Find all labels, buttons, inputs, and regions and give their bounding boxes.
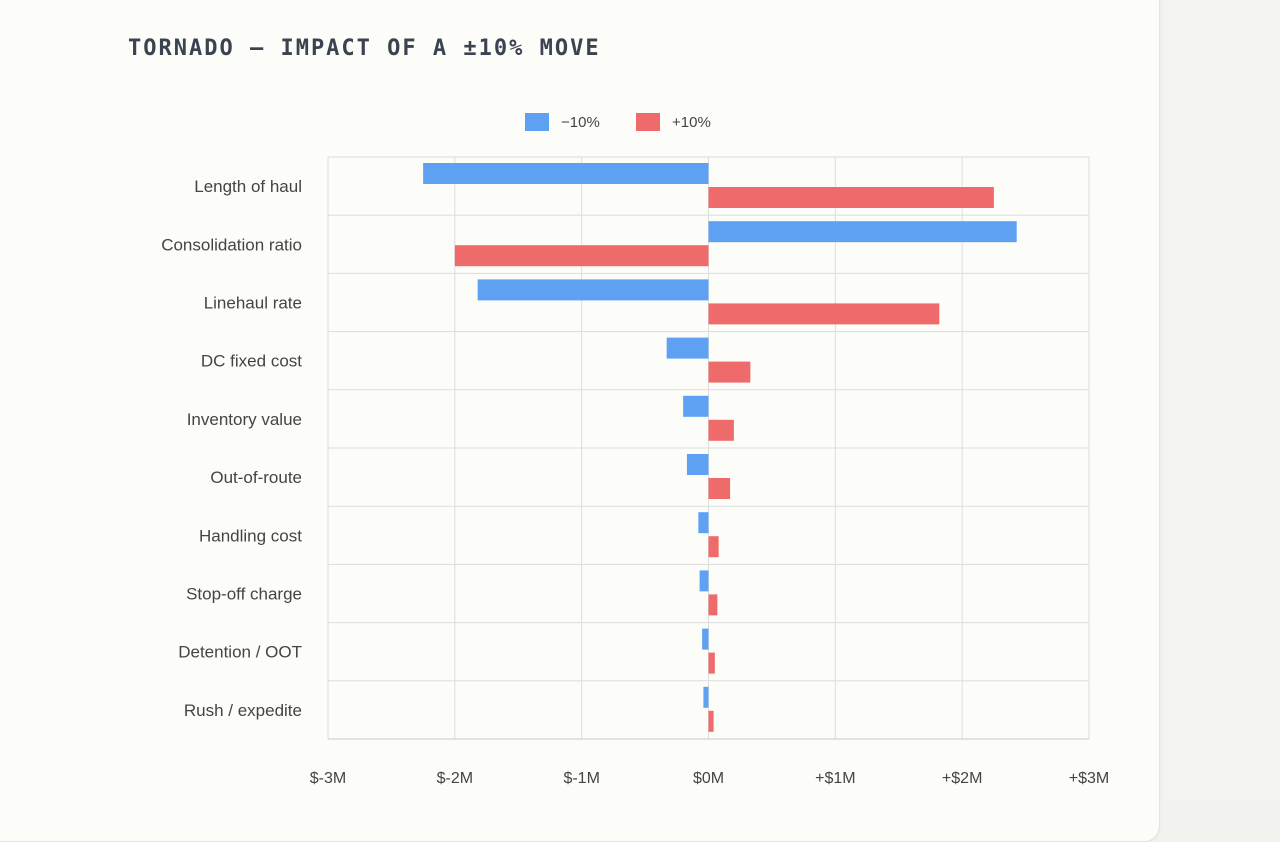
legend-label-plus: +10% <box>672 113 711 131</box>
bar-minus-5 <box>686 454 709 475</box>
legend-item-minus[interactable]: −10% <box>525 110 600 134</box>
right-pane <box>1165 0 1280 800</box>
bar-minus-3 <box>666 337 709 359</box>
bar-plus-6 <box>708 536 719 558</box>
chart-legend: −10% +10% <box>0 110 1280 134</box>
bar-plus-5 <box>708 478 731 499</box>
bar-plus-0 <box>708 187 994 208</box>
category-label-2: Linehaul rate <box>204 294 302 313</box>
category-label-1: Consolidation ratio <box>161 235 302 254</box>
bar-plus-4 <box>708 419 734 441</box>
bar-minus-8 <box>702 628 709 650</box>
chart-title: TORNADO — IMPACT OF A ±10% MOVE <box>128 36 601 61</box>
x-tick-label-6: +$3M <box>1069 770 1109 787</box>
bar-minus-0 <box>423 163 709 184</box>
bar-minus-1 <box>708 221 1017 243</box>
bar-plus-8 <box>708 652 715 674</box>
bar-plus-1 <box>454 245 709 267</box>
x-tick-label-0: $-3M <box>310 770 346 787</box>
bar-minus-7 <box>699 570 709 592</box>
bar-plus-3 <box>708 361 751 383</box>
bar-plus-7 <box>708 594 718 616</box>
category-label-9: Rush / expedite <box>184 701 302 720</box>
bar-minus-6 <box>698 512 709 534</box>
chart-card <box>0 0 1160 842</box>
legend-item-plus[interactable]: +10% <box>636 110 711 134</box>
x-tick-label-1: $-2M <box>437 770 473 787</box>
category-label-6: Handling cost <box>199 526 302 545</box>
category-label-5: Out-of-route <box>210 468 302 487</box>
bar-minus-4 <box>683 395 709 417</box>
tornado-chart: Length of haul Consolidation ratio Linehau… <box>161 156 1109 787</box>
legend-swatch-plus <box>636 113 660 131</box>
bar-minus-2 <box>477 279 709 301</box>
legend-swatch-minus <box>525 113 549 131</box>
category-label-4: Inventory value <box>187 410 302 429</box>
category-label-0: Length of haul <box>194 177 302 196</box>
bar-minus-9 <box>703 686 709 708</box>
x-tick-label-3: $0M <box>693 770 724 787</box>
x-tick-label-4: +$1M <box>815 770 855 787</box>
x-tick-label-2: $-1M <box>563 770 599 787</box>
category-label-7: Stop-off charge <box>186 585 302 604</box>
legend-label-minus: −10% <box>561 113 600 131</box>
x-tick-label-5: +$2M <box>942 770 982 787</box>
category-label-8: Detention / OOT <box>178 643 302 662</box>
bar-plus-9 <box>708 710 714 732</box>
bar-plus-2 <box>708 303 940 325</box>
category-label-3: DC fixed cost <box>201 352 302 371</box>
